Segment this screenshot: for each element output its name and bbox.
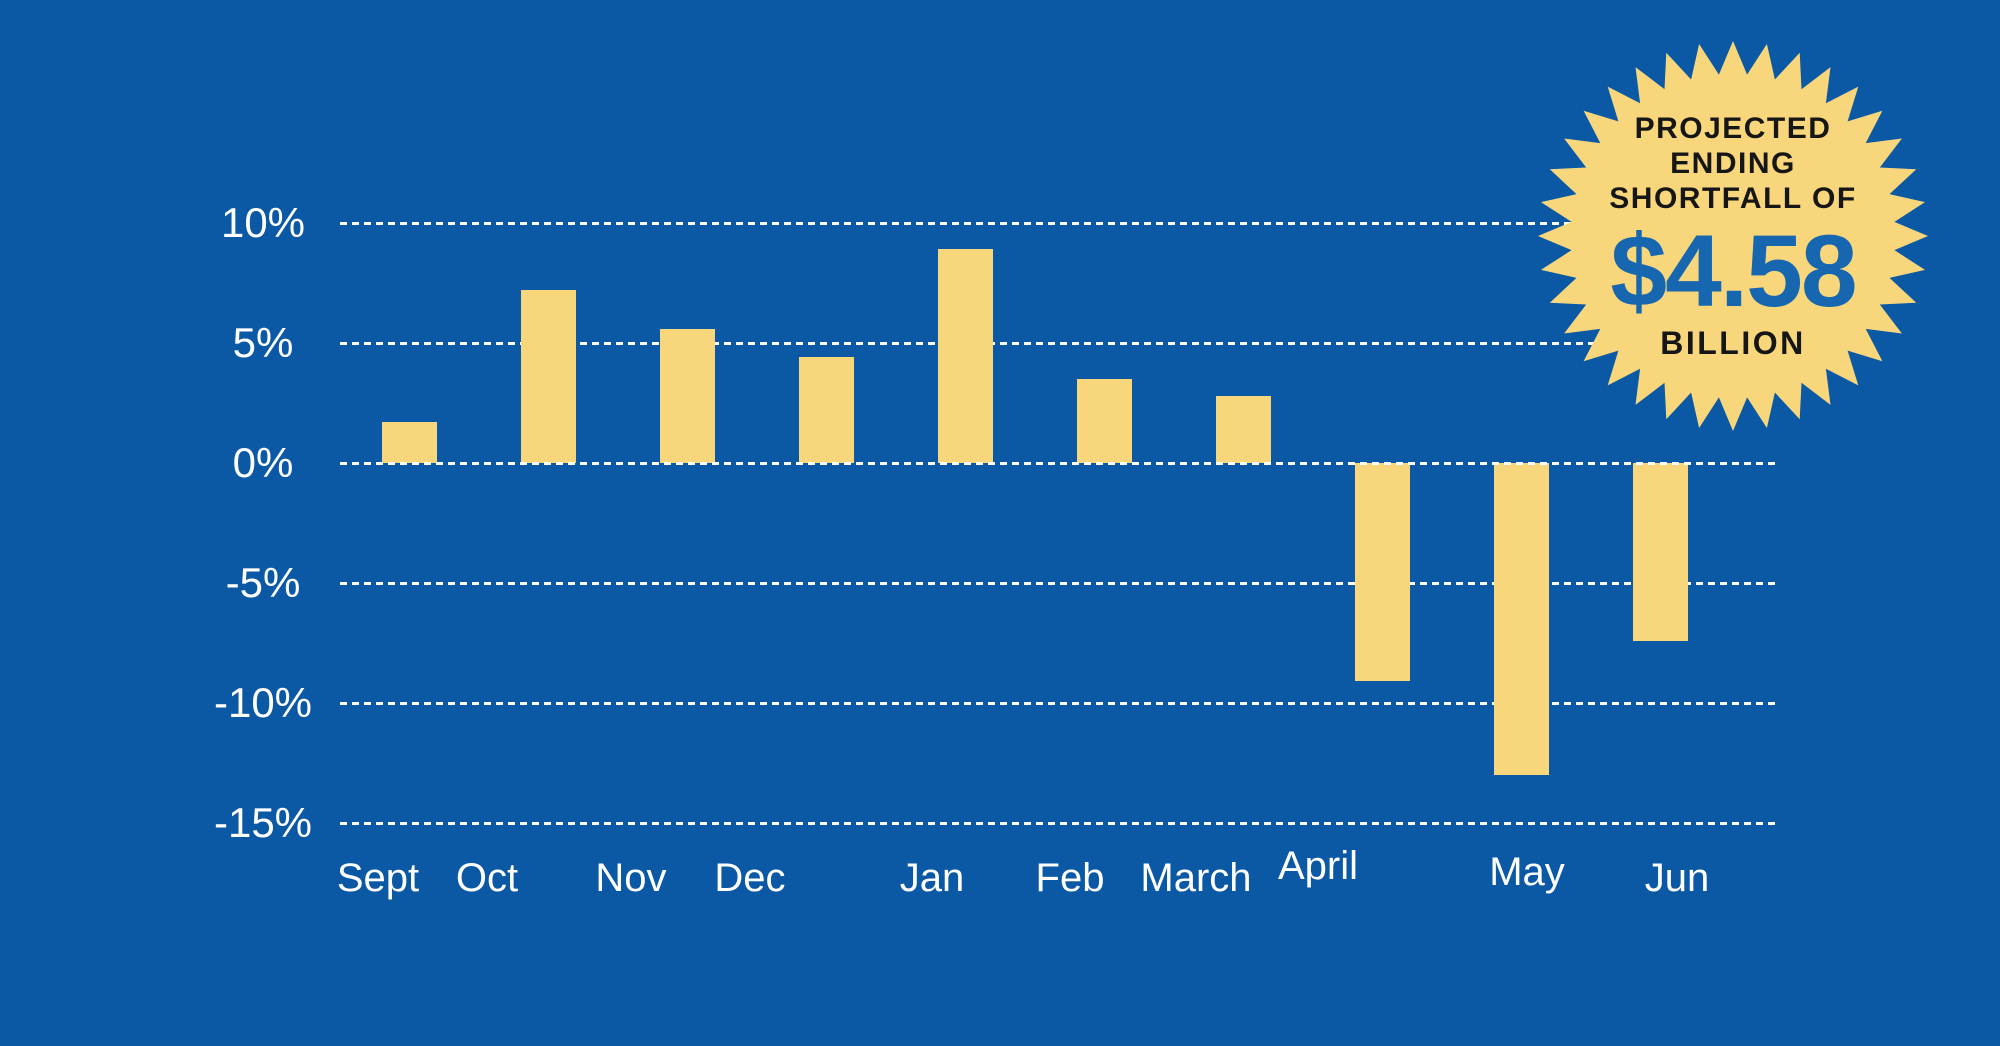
gridline-10% <box>340 221 1778 225</box>
gridline--5% <box>340 581 1778 585</box>
badge-caption-line2: ENDING <box>1670 147 1796 180</box>
bar-jun <box>1632 463 1688 641</box>
bar-oct <box>520 290 576 463</box>
gridline--15% <box>340 821 1778 825</box>
x-axis-label-oct: Oct <box>455 856 519 900</box>
bar-feb <box>1076 379 1132 463</box>
x-axis-label-may: May <box>1489 850 1565 894</box>
y-axis-label--10%: -10% <box>213 679 313 726</box>
y-axis-label--15%: -15% <box>213 799 313 846</box>
x-axis-label-jun: Jun <box>1644 856 1710 900</box>
x-axis-label-feb: Feb <box>1035 856 1105 900</box>
x-axis-label-april: April <box>1277 844 1359 888</box>
gridline-0% <box>340 461 1778 465</box>
badge-unit: BILLION <box>1660 325 1806 361</box>
y-axis-label-0%: 0% <box>232 439 294 486</box>
gridline--10% <box>340 701 1778 705</box>
y-axis-label--5%: -5% <box>225 559 301 606</box>
x-axis-label-sept: Sept <box>336 856 420 900</box>
badge-caption-line3: SHORTFALL OF <box>1609 182 1857 215</box>
badge-caption: PROJECTED ENDING SHORTFALL OF <box>1538 111 1928 216</box>
badge-amount: $4.58 <box>1610 214 1857 328</box>
bar-april <box>1354 463 1410 682</box>
starburst-shape <box>1538 41 1928 431</box>
bar-dec <box>798 357 854 463</box>
bar-sept <box>381 422 437 463</box>
bar-may <box>1493 463 1549 775</box>
x-axis-label-jan: Jan <box>899 856 965 900</box>
y-axis-label-10%: 10% <box>220 199 306 246</box>
gridline-5% <box>340 341 1778 345</box>
x-axis-label-march: March <box>1140 856 1252 900</box>
bar-march <box>1215 395 1271 463</box>
starburst-icon <box>1538 41 1928 431</box>
badge-caption-line1: PROJECTED <box>1634 112 1832 145</box>
x-axis-label-nov: Nov <box>595 856 667 900</box>
badge-text: PROJECTED ENDING SHORTFALL OF $4.58 BILL… <box>1538 41 1928 431</box>
y-axis-label-5%: 5% <box>232 319 294 366</box>
bar-jan <box>937 249 993 463</box>
x-axis-label-dec: Dec <box>714 856 786 900</box>
projected-shortfall-badge: PROJECTED ENDING SHORTFALL OF $4.58 BILL… <box>1538 41 1928 431</box>
bar-nov <box>659 328 715 463</box>
